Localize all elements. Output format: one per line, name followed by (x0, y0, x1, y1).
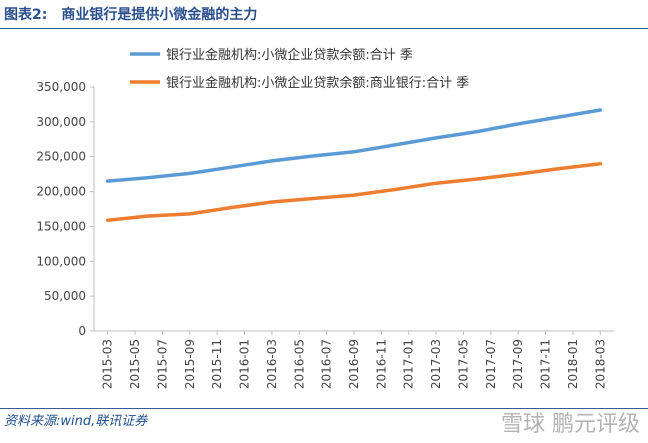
x-tick-label: 2015-07 (155, 339, 169, 389)
x-tick-label: 2018-01 (566, 339, 580, 389)
line-chart: 银行业金融机构:小微企业贷款余额:合计 季银行业金融机构:小微企业贷款余额:商业… (36, 47, 614, 389)
x-tick-label: 2015-03 (101, 339, 115, 389)
y-tick-label: 200,000 (36, 185, 86, 199)
figure-label: 图表2: (4, 7, 48, 23)
y-tick-label: 300,000 (36, 115, 86, 129)
source-note: 资料来源:wind,联讯证券 (4, 414, 148, 429)
series-line-1 (105, 108, 603, 183)
y-tick-label: 150,000 (36, 219, 86, 233)
legend-label-2: 银行业金融机构:小微企业贷款余额:商业银行:合计 季 (166, 75, 469, 91)
y-tick-label: 100,000 (36, 254, 86, 268)
watermark: 雪球 鹏元评级 (501, 412, 640, 437)
x-tick-label: 2017-05 (456, 339, 470, 389)
x-tick-label: 2017-07 (484, 339, 498, 389)
plot-area (105, 108, 603, 222)
x-tick-label: 2017-01 (402, 339, 416, 389)
x-tick-label: 2017-11 (539, 339, 553, 389)
y-tick-label: 0 (78, 324, 86, 338)
x-tick-label: 2016-07 (320, 339, 334, 389)
legend: 银行业金融机构:小微企业贷款余额:合计 季银行业金融机构:小微企业贷款余额:商业… (130, 47, 469, 91)
legend-label-1: 银行业金融机构:小微企业贷款余额:合计 季 (166, 47, 413, 63)
y-tick-label: 350,000 (36, 80, 86, 94)
x-tick-label: 2016-03 (265, 339, 279, 389)
y-tick-label: 50,000 (44, 289, 86, 303)
figure-title: 商业银行是提供小微金融的主力 (61, 7, 258, 23)
x-tick-label: 2016-05 (292, 339, 306, 389)
x-tick-label: 2016-11 (374, 339, 388, 389)
series-line-2 (105, 161, 603, 222)
x-tick-label: 2016-09 (347, 339, 361, 389)
y-tick-label: 250,000 (36, 150, 86, 164)
x-tick-label: 2017-03 (429, 339, 443, 389)
x-tick-label: 2016-01 (238, 339, 252, 389)
x-tick-label: 2018-03 (593, 339, 607, 389)
footer-divider (0, 408, 648, 409)
x-tick-label: 2015-09 (183, 339, 197, 389)
x-axis: 2015-03 2015-05 2015-07 2015-09 2015-11 2016-… (94, 330, 614, 389)
x-tick-label: 2015-11 (210, 339, 224, 389)
x-tick-label: 2017-09 (511, 339, 525, 389)
title-divider (0, 28, 648, 29)
x-tick-label: 2015-05 (128, 339, 142, 389)
chart-title: 图表2: 商业银行是提供小微金融的主力 (4, 4, 257, 26)
y-axis: 0 50,000 100,000 150,000 200,000 250,000 300,0… (36, 80, 95, 338)
